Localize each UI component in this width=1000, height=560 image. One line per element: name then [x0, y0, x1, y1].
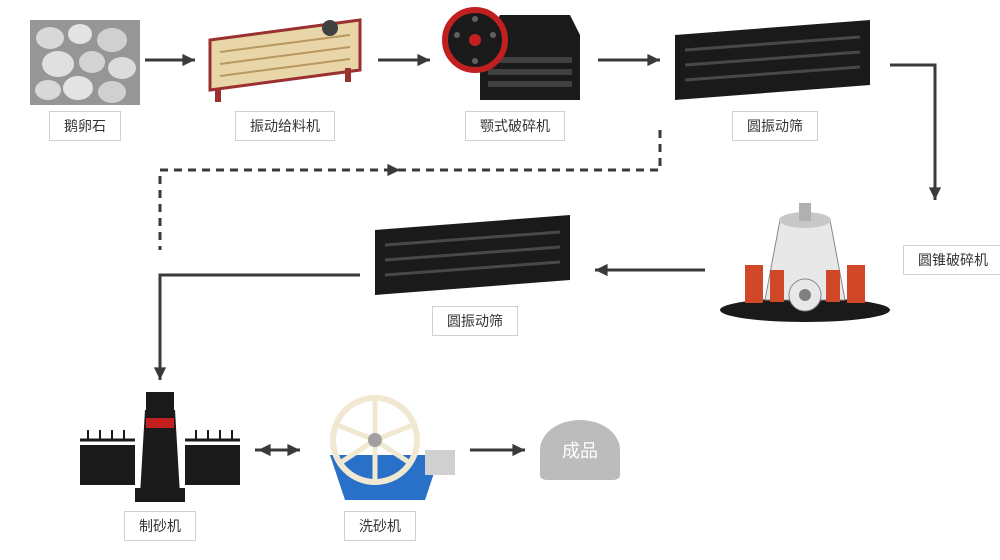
screen-2-label: 圆振动筛 — [432, 306, 518, 336]
final-product-shape: 成品 — [540, 420, 620, 480]
jaw-crusher-label: 颚式破碎机 — [465, 111, 565, 141]
arrow-head-a3 — [647, 54, 660, 66]
arrow-head-a9 — [258, 444, 271, 456]
sand-maker-image — [70, 380, 250, 505]
arrow-a4 — [890, 65, 935, 200]
arrow-head-a2 — [417, 54, 430, 66]
screen-1-image — [670, 15, 880, 105]
sand-maker-label: 制砂机 — [124, 511, 196, 541]
jaw-crusher-image — [440, 5, 590, 105]
arrow-head-a7 — [154, 367, 166, 380]
screen-2-image — [370, 210, 580, 300]
arrow-head-a1 — [182, 54, 195, 66]
raw-material-image — [30, 20, 140, 105]
sand-washer-label: 洗砂机 — [344, 511, 416, 541]
arrow-head-a10 — [512, 444, 525, 456]
feeder-image — [200, 10, 370, 105]
node-jaw-crusher: 颚式破碎机 — [440, 5, 590, 141]
arrow-head-a5 — [595, 264, 608, 276]
node-screen-1: 圆振动筛 — [670, 15, 880, 141]
node-cone-crusher: 圆锥破碎机 — [715, 195, 1000, 325]
sand-washer-image — [300, 395, 460, 505]
node-raw-material: 鹅卵石 — [30, 20, 140, 141]
arrow-a7 — [160, 275, 360, 380]
screen-1-label: 圆振动筛 — [732, 111, 818, 141]
final-product-label: 成品 — [562, 437, 598, 463]
node-sand-washer: 洗砂机 — [300, 395, 460, 541]
cone-crusher-label: 圆锥破碎机 — [903, 245, 1000, 275]
arrow-head-a6 — [387, 164, 400, 176]
node-final-product: 成品 — [540, 420, 620, 480]
feeder-label: 振动给料机 — [235, 111, 335, 141]
node-feeder: 振动给料机 — [200, 10, 370, 141]
node-screen-2: 圆振动筛 — [370, 210, 580, 336]
node-sand-maker: 制砂机 — [70, 380, 250, 541]
cone-crusher-image — [715, 195, 895, 325]
raw-material-label: 鹅卵石 — [49, 111, 121, 141]
